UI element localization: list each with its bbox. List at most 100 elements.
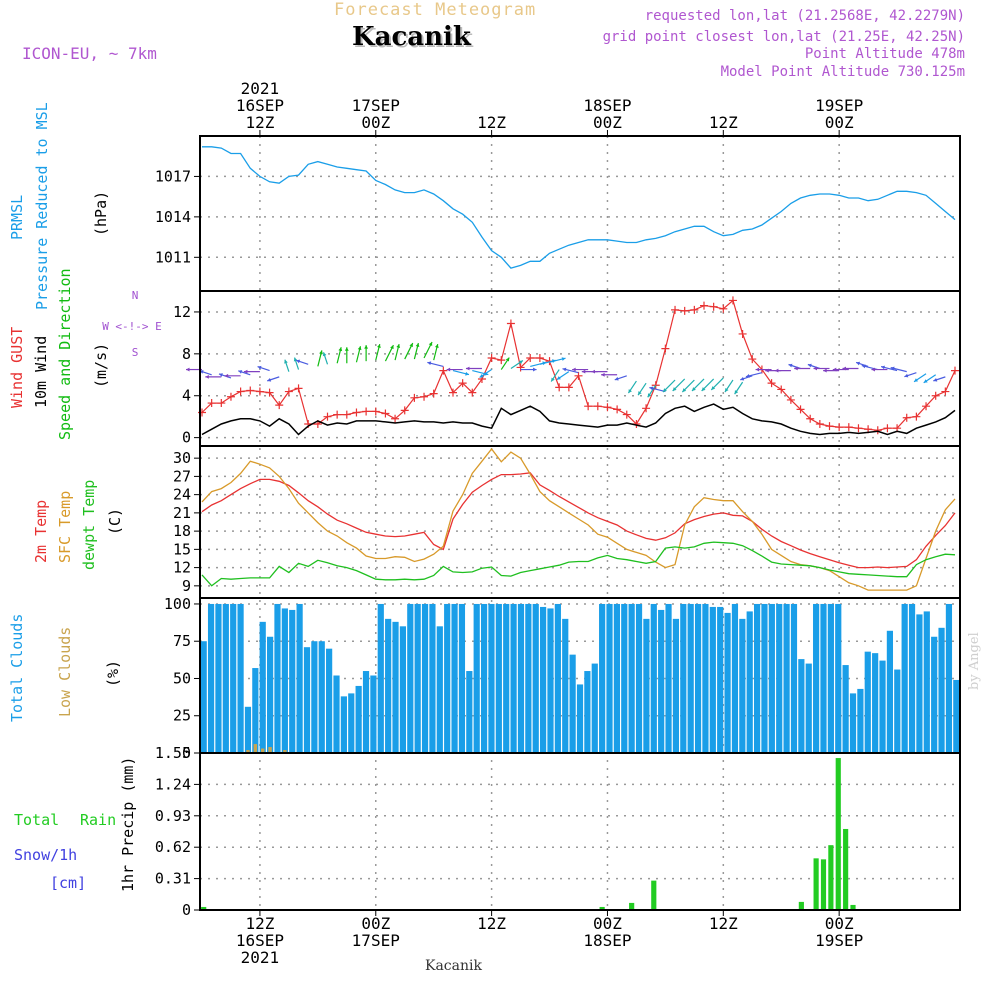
gust-marker [371,407,380,416]
wind-arrow-head [238,370,243,374]
wind-arrow-head [409,343,413,348]
wind-arrow [933,376,946,382]
rain-bar [820,859,827,910]
top-time-label: 2021 [241,79,280,98]
total-cloud-bar [215,603,222,753]
gust-marker [786,395,795,404]
gust-marker [603,403,612,412]
gust-marker [555,383,564,392]
total-cloud-bar [635,603,643,753]
wind-arrow-head [284,359,288,364]
total-cloud-bar [872,653,879,753]
total-cloud-bar [584,671,591,753]
total-cloud-bar [517,603,525,753]
total-cloud-bar [665,603,672,753]
gust-marker [931,391,940,400]
total-cloud-bar [835,603,842,753]
total-cloud-bar [908,603,916,753]
wind-arrow-head [765,368,769,373]
gust-marker [226,392,235,401]
total-cloud-bar [613,603,620,753]
panel-frame [199,135,961,292]
wind-tick-label: 0 [182,429,191,447]
model-name: ICON-EU, ~ 7km [22,44,157,63]
gust-marker [342,410,351,419]
precip-tick-label: 0.93 [155,807,191,825]
gust-marker [323,412,332,421]
gust-marker [429,389,438,398]
total-cloud-bar [318,641,325,753]
wind-arrow [427,361,444,367]
total-cloud-bar [222,603,229,753]
total-cloud-bar [274,603,281,753]
total-cloud-bar [230,603,237,753]
pressure-tick-label: 1014 [155,208,191,226]
low-clouds-label: Low Clouds [56,627,74,717]
wind-arrow [479,369,492,379]
wind-arrow [601,372,618,377]
wind-arrow [384,344,394,362]
gust-marker [497,356,506,365]
wind-arrow-head [533,367,537,372]
total-cloud-bar [385,618,392,753]
wind-arrow-head [428,342,433,347]
gust-marker [777,385,786,394]
precip-cm-label: [cm] [50,874,86,892]
precip-rain-label: Rain [80,811,116,829]
total-cloud-bar [340,696,347,753]
wind-arrow-head [692,387,696,391]
total-clouds-label: Total Clouds [8,614,26,722]
total-cloud-bar [399,626,407,753]
wind-arrow-head [257,365,262,370]
temp-dewpt-label: dewpt Temp [80,480,98,570]
wind-arrow [855,361,869,367]
wind-arrow-head [364,345,369,349]
wind-arrow [355,346,362,363]
gust-marker [535,354,544,363]
wind-arrow-head [890,366,895,371]
total-cloud-bar [562,618,569,753]
total-cloud-bar [244,706,252,753]
wind-arrow [904,372,917,378]
gust-marker [748,355,757,364]
precip-unit-label: 1hr Precip (mm) [119,757,137,892]
wind-arrow [681,379,695,393]
bottom-time-label: 19SEP [815,931,863,950]
total-cloud-bar [444,603,451,753]
wind-arrow-head [322,352,327,357]
wind-arrow [637,382,647,396]
total-cloud-bar [776,603,783,753]
total-cloud-bar [886,630,894,753]
wind-arrow [701,378,715,392]
total-cloud-bar [429,603,436,753]
grid-coords: grid point closest lon,lat (21.25E, 42.2… [602,29,965,45]
compass-west-east: W <-!-> E [102,320,162,333]
total-cloud-bar [554,603,561,753]
wind-arrow [267,376,280,382]
gust-marker [622,410,631,419]
wind-arrow-head [647,393,652,398]
wind-arrow-head [434,344,439,348]
top-time-label: 00Z [361,113,390,132]
wind-arrow-head [601,372,605,377]
gust-marker [352,408,361,417]
precip-tick-label: 0 [182,901,191,919]
temp-tick-label: 24 [173,486,191,504]
temp-tick-label: 21 [173,504,191,522]
gust-marker [815,420,824,429]
panel-frame [199,445,961,599]
model-altitude: Model Point Altitude 730.125m [720,64,965,80]
total-cloud-bar [643,618,650,753]
wind-arrow-head [813,366,818,371]
wind-arrow-head [881,365,885,370]
wind-arrow-head [296,359,301,364]
low-cloud-bar [246,750,250,753]
gust-marker [487,354,496,363]
total-cloud-bar [894,669,901,753]
total-cloud-bar [694,603,702,753]
wind-arrow-head [774,368,779,373]
total-cloud-bar [813,603,820,753]
total-cloud-bar [421,603,429,753]
gust-marker [236,387,245,396]
